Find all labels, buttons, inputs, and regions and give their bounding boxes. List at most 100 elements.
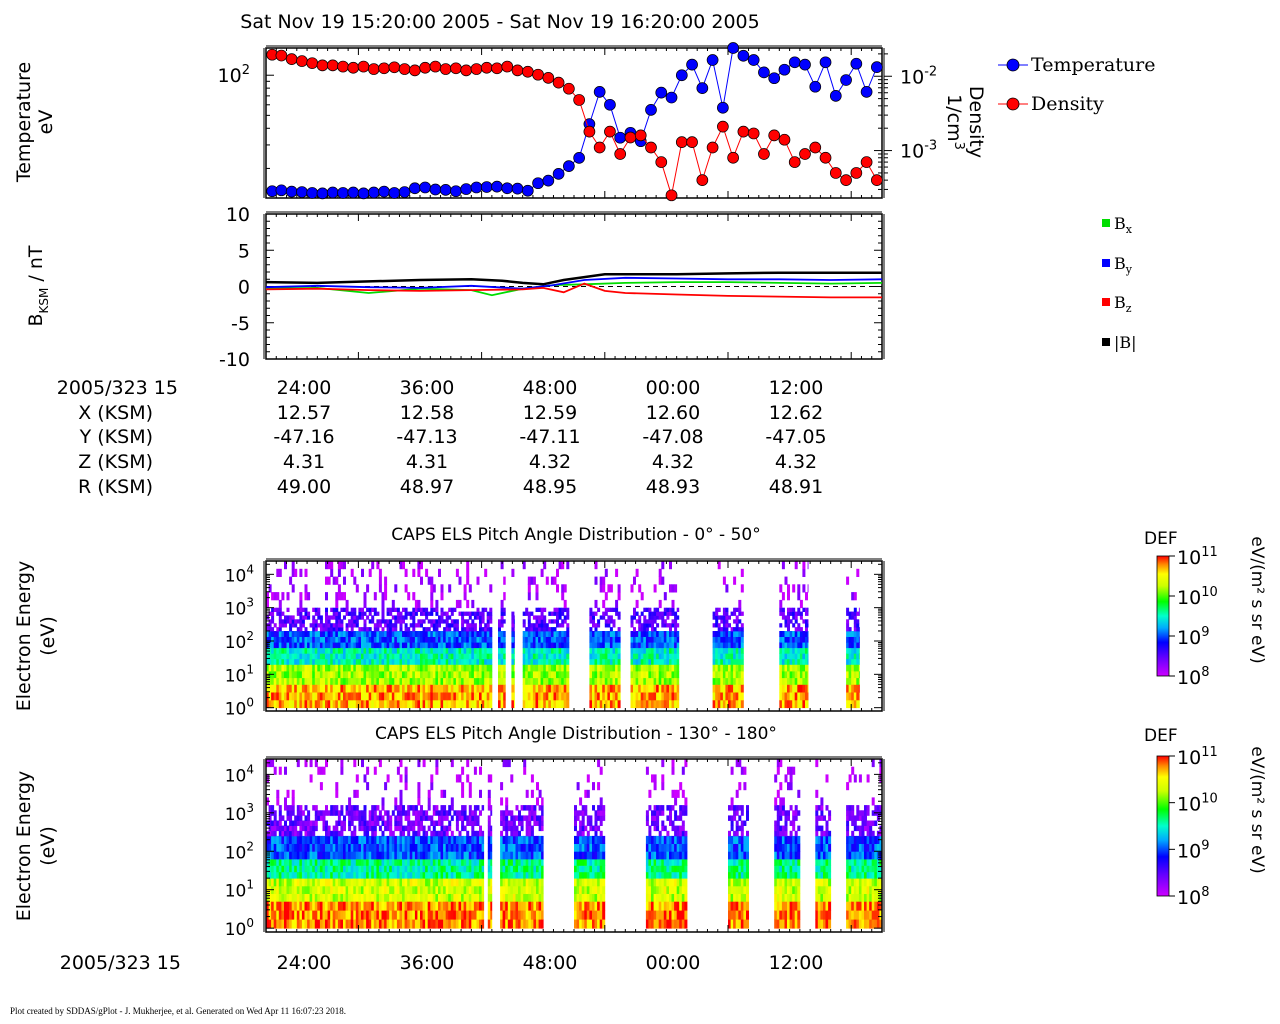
spectrogram-cell bbox=[530, 623, 534, 628]
spectrogram-cell bbox=[466, 576, 470, 585]
spectrogram-cell bbox=[440, 658, 444, 665]
spectrogram-cell bbox=[445, 843, 449, 852]
spectrogram-cell bbox=[358, 901, 362, 911]
spectrogram-cell bbox=[858, 642, 860, 649]
spectrogram-cell bbox=[481, 653, 485, 660]
spectrogram-cell bbox=[281, 843, 285, 852]
spectrogram-cell bbox=[443, 851, 447, 860]
spectrogram-cell bbox=[381, 797, 385, 806]
spectrogram-cell bbox=[461, 619, 465, 624]
spectrogram-cell bbox=[327, 642, 331, 649]
spectrogram-cell bbox=[676, 642, 680, 649]
spectrogram-cell bbox=[461, 843, 465, 852]
spectrogram-cell bbox=[445, 619, 449, 624]
spectrogram-cell bbox=[784, 619, 788, 624]
spectrogram-cell bbox=[784, 642, 788, 649]
spectrogram-cell bbox=[468, 699, 472, 709]
spectrogram-cell bbox=[735, 684, 739, 693]
spectrogram-cell bbox=[463, 677, 467, 685]
spectrogram-cell bbox=[781, 647, 785, 654]
spectrogram-cell bbox=[399, 699, 403, 709]
spectrogram-cell bbox=[273, 607, 277, 612]
spectrogram-cell bbox=[389, 699, 393, 709]
spectrogram-cell bbox=[368, 642, 372, 649]
spectrogram-cell bbox=[715, 642, 719, 649]
spectrogram-cell bbox=[453, 642, 457, 649]
spectrogram-cell bbox=[486, 623, 490, 628]
spectrogram-cell bbox=[489, 607, 493, 612]
spectrogram-cell bbox=[366, 684, 370, 693]
spectrogram-cell bbox=[740, 677, 744, 685]
spectrogram-cell bbox=[432, 878, 436, 887]
spectrogram-cell bbox=[340, 658, 344, 665]
spectrogram-cell bbox=[384, 699, 388, 709]
spectrogram-cell bbox=[438, 851, 441, 860]
spectrogram-cell bbox=[792, 611, 796, 616]
spectrogram-cell bbox=[527, 642, 531, 649]
spectrogram-cell bbox=[412, 830, 416, 837]
spectrogram-cell bbox=[278, 684, 282, 693]
spectrogram-cell bbox=[391, 647, 395, 654]
spectrogram-cell bbox=[430, 919, 434, 929]
spectrogram-cell bbox=[553, 653, 557, 660]
spectrogram-cell bbox=[278, 627, 282, 632]
spectrogram-cell bbox=[317, 647, 321, 654]
spectrogram-cell bbox=[307, 893, 311, 902]
spectrogram-cell bbox=[335, 910, 339, 920]
spectrogram-cell bbox=[653, 615, 657, 620]
spectrogram-cell bbox=[453, 623, 457, 628]
spectrogram-cell bbox=[602, 584, 606, 593]
spectrogram-cell bbox=[299, 699, 303, 709]
spectrogram-cell bbox=[455, 636, 459, 643]
spectrogram-cell bbox=[858, 627, 860, 632]
spectrogram-cell bbox=[448, 615, 452, 620]
spectrogram-cell bbox=[412, 699, 416, 709]
spectrogram-cell bbox=[566, 642, 570, 649]
spectrogram-cell bbox=[348, 658, 352, 665]
spectrogram-cell bbox=[448, 627, 452, 632]
spectrogram-cell bbox=[278, 835, 282, 844]
spectrogram-cell bbox=[450, 636, 454, 643]
spectrogram-cell bbox=[473, 627, 477, 632]
spectrogram-cell bbox=[722, 615, 726, 620]
spectrogram-cell bbox=[276, 919, 280, 929]
spectrogram-cell bbox=[348, 653, 352, 660]
spectrogram-cell bbox=[712, 631, 716, 637]
spectrogram-cell bbox=[717, 627, 721, 632]
spectrogram-cell bbox=[420, 576, 423, 585]
spectrogram-cell bbox=[358, 815, 362, 821]
spectrogram-cell bbox=[299, 568, 303, 577]
spectrogram-cell bbox=[319, 859, 323, 866]
spectrogram-cell bbox=[358, 893, 362, 902]
spectrogram-cell bbox=[527, 636, 531, 643]
ephemeris-value: -47.08 bbox=[642, 426, 703, 448]
spectrogram-cell bbox=[404, 825, 408, 832]
spectrogram-cell bbox=[422, 677, 426, 685]
spectrogram-cell bbox=[453, 684, 457, 693]
spectrogram-cell bbox=[538, 607, 542, 612]
spectrogram-cell bbox=[271, 851, 275, 860]
spectrogram-cell bbox=[286, 671, 290, 679]
spectrogram-cell bbox=[503, 671, 506, 679]
spectrogram-cell bbox=[725, 642, 729, 649]
spectrogram-cell bbox=[432, 830, 436, 837]
spectrogram-cell bbox=[805, 619, 808, 624]
spectrogram-cell bbox=[371, 893, 375, 902]
spectrogram-cell bbox=[281, 859, 285, 866]
spectrogram-cell bbox=[378, 619, 382, 624]
spectrogram-cell bbox=[498, 684, 501, 693]
spectrogram-cell bbox=[617, 684, 621, 693]
spectrogram-cell bbox=[503, 647, 506, 654]
spectrogram-cell bbox=[304, 627, 308, 632]
spectrogram-cell bbox=[325, 759, 328, 768]
spectrogram-cell bbox=[286, 631, 290, 637]
spectrogram-cell bbox=[312, 677, 316, 685]
spectrogram-cell bbox=[484, 568, 488, 577]
spectrogram-cell bbox=[389, 815, 393, 821]
spectrogram-cell bbox=[430, 830, 434, 837]
spectrogram-cell bbox=[435, 865, 439, 873]
spectrogram-cell bbox=[851, 592, 855, 601]
spectrogram-cell bbox=[651, 611, 654, 616]
spectrogram-cell bbox=[792, 699, 796, 709]
spectrogram-cell bbox=[296, 893, 300, 902]
